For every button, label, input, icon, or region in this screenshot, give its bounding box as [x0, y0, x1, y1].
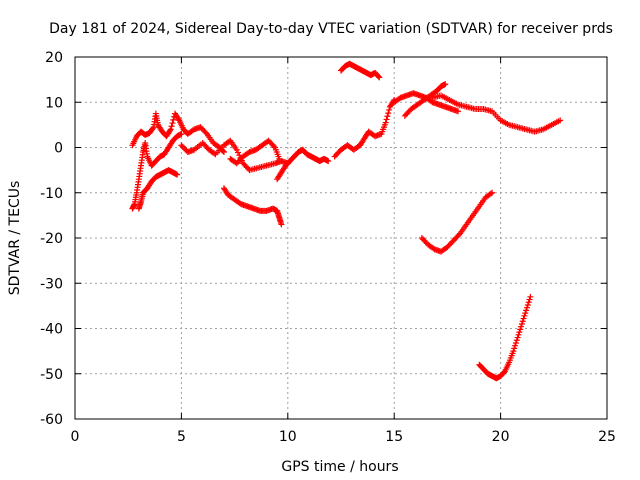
data-point: [513, 337, 520, 344]
y-axis-label: SDTVAR / TECUs: [7, 181, 23, 296]
data-point: [170, 116, 177, 123]
data-point: [167, 126, 174, 133]
data-point: [487, 190, 494, 197]
series-arc-k: [401, 81, 449, 119]
data-point: [510, 348, 517, 355]
data-point: [512, 339, 519, 346]
data-point: [523, 304, 530, 311]
y-tick-label: -20: [40, 231, 63, 247]
x-tick-label: 5: [177, 429, 186, 445]
data-point: [220, 149, 227, 156]
series-arc-d: [178, 137, 291, 174]
y-tick-label: -60: [40, 412, 63, 428]
data-point: [270, 143, 277, 150]
y-tick-label: 0: [54, 141, 63, 157]
data-point: [521, 312, 528, 319]
y-tick-label: -40: [40, 322, 63, 338]
series-arc-f: [220, 185, 285, 228]
data-point: [202, 129, 209, 136]
data-point: [516, 329, 523, 336]
data-point: [169, 120, 176, 127]
series-arc-h: [331, 96, 398, 160]
data-point: [557, 117, 564, 124]
data-point: [149, 125, 156, 132]
series-arc-n: [476, 293, 534, 382]
data-point: [512, 342, 519, 349]
y-tick-label: 10: [45, 95, 63, 111]
y-tick-label: -50: [40, 367, 63, 383]
data-point: [168, 123, 175, 130]
data-point: [514, 334, 521, 341]
series-arc-e: [227, 137, 283, 167]
x-tick-label: 15: [385, 429, 403, 445]
series-arc-b: [129, 130, 185, 212]
axis-ticks: 0 5 10 15 20 25 -60 -50 -40 -30 -20 -10 0 10 20: [40, 50, 616, 445]
series-arc-j: [391, 90, 462, 115]
data-point: [527, 293, 534, 300]
y-tick-label: -30: [40, 276, 63, 292]
data-point: [384, 113, 391, 120]
data-point: [518, 323, 525, 330]
data-point: [325, 158, 332, 165]
grid-lines: [75, 57, 607, 419]
x-axis-label: GPS time / hours: [281, 459, 398, 475]
series-arc-c: [135, 167, 181, 212]
data-point: [520, 315, 527, 322]
x-tick-label: 25: [598, 429, 616, 445]
chart-title: Day 181 of 2024, Sidereal Day-to-day VTE…: [49, 21, 613, 37]
data-point: [455, 231, 462, 238]
data-point: [233, 146, 240, 153]
data-point: [442, 81, 449, 88]
data-point: [235, 149, 242, 156]
data-point: [523, 307, 530, 314]
data-point: [518, 320, 525, 327]
data-point: [519, 318, 526, 325]
data-point: [526, 296, 533, 303]
data-point: [385, 110, 392, 117]
data-point: [211, 150, 218, 157]
data-point: [278, 221, 285, 228]
y-tick-label: 20: [45, 50, 63, 66]
series-arc-m: [418, 189, 496, 255]
data-point: [525, 299, 532, 306]
series-arc-i: [338, 60, 383, 81]
data-point: [383, 116, 390, 123]
data-point: [511, 345, 518, 352]
data-point: [489, 189, 496, 196]
data-point: [375, 73, 382, 80]
data-series: [129, 60, 564, 382]
data-point: [166, 127, 173, 134]
series-arc-a: [129, 110, 227, 156]
data-point: [455, 108, 462, 115]
data-point: [524, 301, 531, 308]
data-point: [376, 74, 383, 81]
series-arc-g: [274, 146, 332, 183]
x-tick-label: 10: [279, 429, 297, 445]
data-point: [386, 106, 393, 113]
data-point: [276, 155, 283, 162]
data-point: [522, 310, 529, 317]
data-point: [382, 119, 389, 126]
y-tick-label: -10: [40, 186, 63, 202]
data-point: [178, 130, 185, 137]
data-point: [175, 115, 182, 122]
series-arc-l: [429, 92, 564, 135]
x-tick-label: 20: [492, 429, 510, 445]
data-point: [174, 171, 181, 178]
x-tick-label: 0: [71, 429, 80, 445]
data-point: [515, 331, 522, 338]
data-point: [517, 326, 524, 333]
